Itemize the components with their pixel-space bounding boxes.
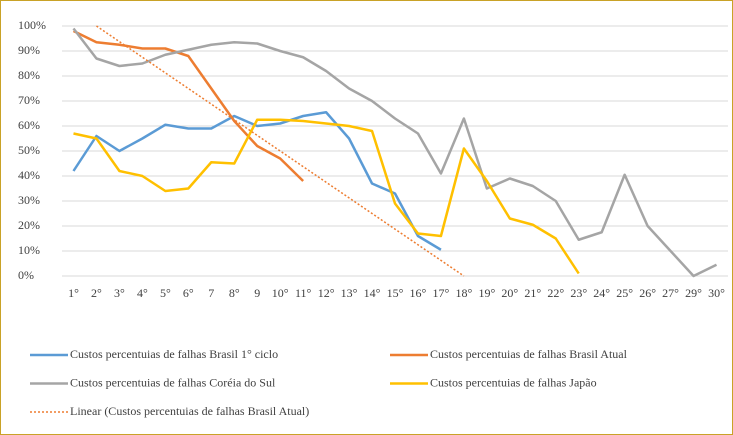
x-tick-label: 16°	[410, 286, 427, 300]
y-tick-label: 100%	[18, 18, 46, 32]
x-tick-label: 30°	[708, 286, 725, 300]
series-line	[72, 27, 718, 278]
x-tick-label: 15°	[387, 286, 404, 300]
series-line	[72, 29, 305, 182]
x-tick-label: 6°	[183, 286, 194, 300]
x-tick-label: 11°	[295, 286, 312, 300]
x-tick-label: 22°	[547, 286, 564, 300]
legend-label: Custos percentuias de falhas Coréia do S…	[70, 375, 276, 389]
x-tick-label: 17°	[433, 286, 450, 300]
x-tick-label: 21°	[524, 286, 541, 300]
legend-label: Linear (Custos percentuias de falhas Bra…	[70, 404, 309, 418]
x-tick-label: 7	[208, 286, 214, 300]
legend-label: Custos percentuias de falhas Brasil 1° c…	[70, 347, 278, 361]
x-tick-label: 5°	[160, 286, 171, 300]
x-tick-label: 18°	[455, 286, 472, 300]
y-tick-label: 60%	[18, 118, 40, 132]
x-tick-label: 25°	[616, 286, 633, 300]
series-line	[72, 111, 442, 251]
x-tick-label: 29°	[685, 286, 702, 300]
x-tick-label: 10°	[272, 286, 289, 300]
legend-label: Custos percentuias de falhas Japão	[430, 375, 597, 389]
y-tick-label: 20%	[18, 218, 40, 232]
x-tick-label: 4°	[137, 286, 148, 300]
x-tick-label: 24°	[593, 286, 610, 300]
x-tick-label: 19°	[478, 286, 495, 300]
x-tick-label: 23°	[570, 286, 587, 300]
y-tick-label: 10%	[18, 243, 40, 257]
y-tick-label: 80%	[18, 68, 40, 82]
legend-label: Custos percentuias de falhas Brasil Atua…	[430, 347, 628, 361]
y-tick-label: 50%	[18, 143, 40, 157]
y-tick-label: 30%	[18, 193, 40, 207]
y-tick-label: 70%	[18, 93, 40, 107]
x-tick-label: 14°	[364, 286, 381, 300]
x-tick-label: 20°	[501, 286, 518, 300]
y-tick-label: 40%	[18, 168, 40, 182]
x-tick-label: 2°	[91, 286, 102, 300]
x-tick-label: 27°	[662, 286, 679, 300]
x-tick-label: 1°	[68, 286, 79, 300]
x-tick-label: 13°	[341, 286, 358, 300]
x-tick-label: 9	[254, 286, 260, 300]
x-tick-label: 3°	[114, 286, 125, 300]
y-tick-label: 90%	[18, 43, 40, 57]
x-tick-label: 12°	[318, 286, 335, 300]
y-tick-label: 0%	[18, 268, 34, 282]
series-line	[73, 118, 580, 275]
x-tick-label: 26°	[639, 286, 656, 300]
x-tick-label: 8°	[229, 286, 240, 300]
